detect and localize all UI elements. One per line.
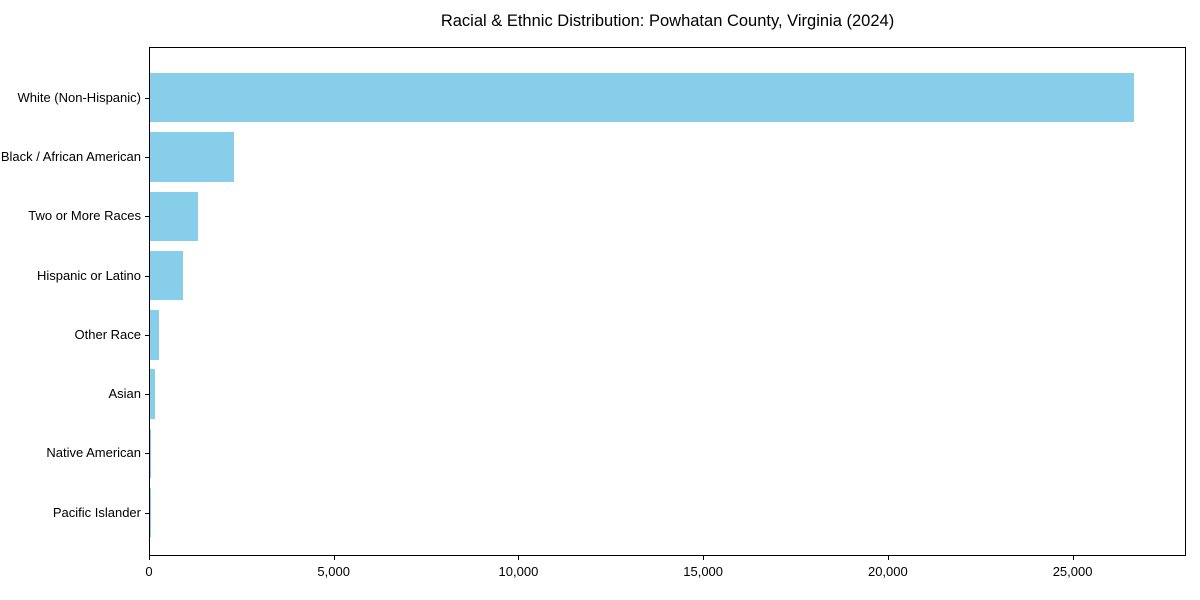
y-tick-label: Black / African American bbox=[0, 148, 141, 164]
bar-asian bbox=[150, 369, 155, 419]
bar-hispanic-or-latino bbox=[150, 250, 183, 301]
y-tick-mark bbox=[145, 275, 149, 277]
bar-white-non-hispanic bbox=[150, 72, 1135, 123]
y-tick-label: White (Non-Hispanic) bbox=[17, 89, 141, 105]
y-tick-mark bbox=[145, 216, 149, 218]
x-tick-label: 25,000 bbox=[1052, 564, 1093, 579]
x-tick-mark bbox=[887, 556, 889, 560]
y-tick-mark bbox=[145, 334, 149, 336]
y-tick-label: Asian bbox=[108, 386, 141, 402]
bar-two-or-more-races bbox=[150, 191, 198, 241]
x-tick-label: 15,000 bbox=[683, 564, 724, 579]
bar-other-race bbox=[150, 310, 159, 360]
y-tick-mark bbox=[145, 512, 149, 514]
y-tick-label: Two or More Races bbox=[28, 208, 141, 224]
y-tick-label: Other Race bbox=[74, 326, 141, 342]
x-tick-mark bbox=[1072, 556, 1074, 560]
y-tick-mark bbox=[145, 97, 149, 99]
x-tick-mark bbox=[333, 556, 335, 560]
chart-title: Racial & Ethnic Distribution: Powhatan C… bbox=[440, 12, 895, 30]
bar-black-african-american bbox=[150, 132, 234, 182]
y-tick-label: Pacific Islander bbox=[52, 504, 141, 520]
y-tick-mark bbox=[145, 156, 149, 158]
bar-native-american bbox=[150, 428, 152, 479]
y-tick-mark bbox=[145, 453, 149, 455]
x-tick-mark bbox=[149, 556, 150, 560]
y-tick-label: Hispanic or Latino bbox=[36, 267, 141, 283]
y-tick-label: Native American bbox=[46, 445, 141, 461]
x-tick-label: 20,000 bbox=[867, 564, 908, 579]
x-tick-label: 5,000 bbox=[317, 564, 350, 579]
x-tick-mark bbox=[703, 556, 705, 560]
x-tick-label: 0 bbox=[145, 564, 153, 579]
x-tick-label: 10,000 bbox=[498, 564, 539, 579]
x-tick-mark bbox=[518, 556, 520, 560]
y-tick-mark bbox=[145, 394, 149, 396]
plot-area bbox=[149, 47, 1186, 556]
